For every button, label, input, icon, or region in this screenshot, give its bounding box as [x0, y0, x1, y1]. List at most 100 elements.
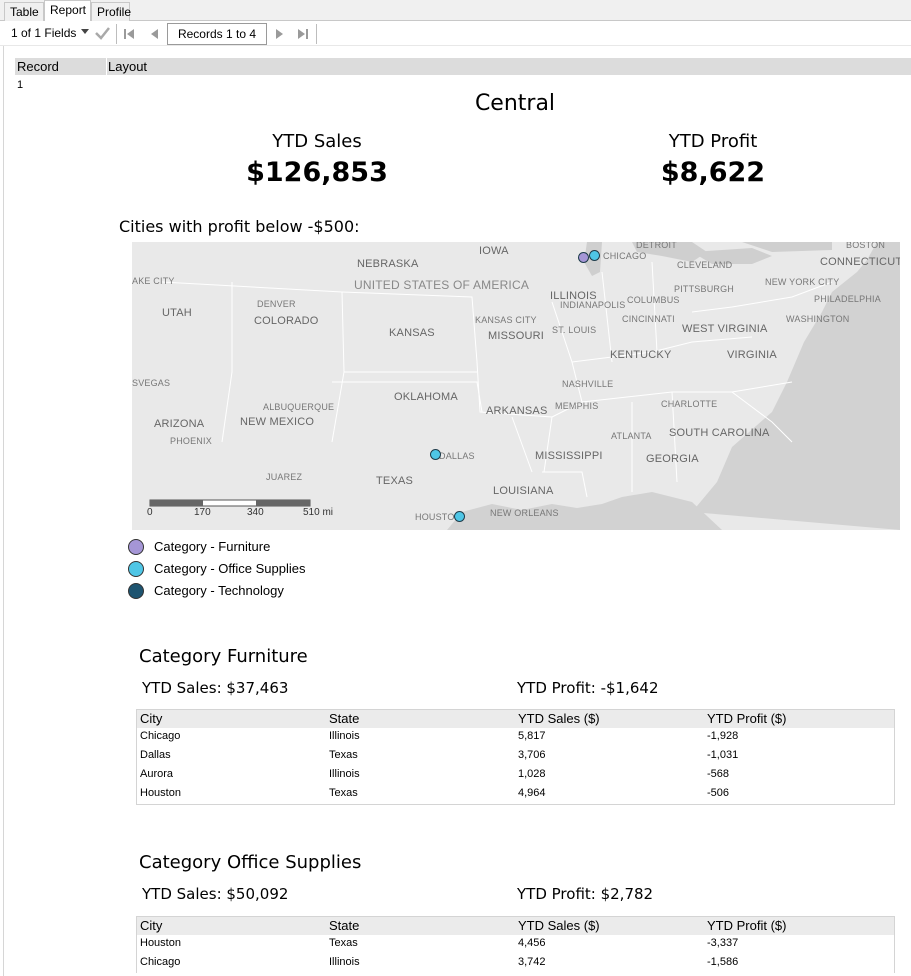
- column-header[interactable]: YTD Sales ($): [518, 711, 600, 726]
- map-city-label: SVEGAS: [132, 378, 171, 388]
- column-header[interactable]: YTD Profit ($): [707, 711, 787, 726]
- table-cell: -1,928: [707, 730, 739, 742]
- first-record-icon[interactable]: [122, 27, 136, 41]
- table-cell: Texas: [329, 787, 358, 799]
- legend-label: Category - Office Supplies: [154, 561, 306, 576]
- table-cell: -1,586: [707, 956, 739, 968]
- table-cell: Chicago: [140, 730, 181, 742]
- table-cell: Illinois: [329, 730, 360, 742]
- records-range: Records 1 to 4: [167, 23, 267, 45]
- table-header: City State YTD Sales ($) YTD Profit ($): [137, 917, 894, 935]
- column-header[interactable]: YTD Profit ($): [707, 918, 787, 933]
- table-cell: Texas: [329, 937, 358, 949]
- record-header: Record Layout: [15, 58, 911, 75]
- map-pin-dallas-office-supplies[interactable]: [430, 449, 441, 460]
- table-cell: Houston: [140, 787, 181, 799]
- map-city-label: CHARLOTTE: [661, 399, 718, 409]
- tab-report[interactable]: Report: [44, 0, 91, 22]
- map-state-label: COLORADO: [254, 315, 319, 327]
- map-city-label: NEW YORK CITY: [765, 277, 840, 287]
- map-country-label: UNITED STATES OF AMERICA: [354, 278, 530, 292]
- scale-tick: 170: [194, 507, 211, 518]
- category-ytd-profit: YTD Profit: -$1,642: [517, 679, 659, 697]
- tab-table[interactable]: Table: [4, 2, 44, 21]
- map-state-label: GEORGIA: [646, 453, 699, 465]
- table-cell: -506: [707, 787, 730, 799]
- legend-swatch: [128, 561, 144, 577]
- map-state-label: ARKANSAS: [486, 405, 548, 417]
- map-state-label: ARIZONA: [154, 418, 205, 430]
- map-city-label: PITTSBURGH: [674, 284, 735, 294]
- table-row: Dallas Texas 3,706 -1,031: [137, 747, 894, 766]
- table-cell: 4,964: [518, 787, 546, 799]
- column-header[interactable]: State: [329, 918, 360, 933]
- chevron-down-icon[interactable]: [81, 29, 89, 34]
- map-state-label: NEBRASKA: [357, 258, 419, 270]
- table-row: Houston Texas 4,964 -506: [137, 785, 894, 804]
- divider: [316, 24, 317, 44]
- table-cell: 3,742: [518, 956, 546, 968]
- map-city-label: JUAREZ: [266, 472, 303, 482]
- toolbar: 1 of 1 Fields Records 1 to 4: [0, 21, 911, 46]
- map-state-label: MISSOURI: [488, 330, 544, 342]
- map-state-label: VIRGINIA: [727, 349, 777, 361]
- map-city-label: ALBUQUERQUE: [263, 402, 335, 412]
- legend-swatch: [128, 583, 144, 599]
- scale-tick: 340: [247, 507, 264, 518]
- divider: [106, 58, 107, 75]
- table-cell: -3,337: [707, 937, 739, 949]
- map-state-label: MISSISSIPPI: [535, 450, 603, 462]
- map-city-label: CLEVELAND: [677, 260, 733, 270]
- table-cell: Houston: [140, 937, 181, 949]
- scale-tick: 0: [147, 507, 153, 518]
- table-row: Aurora Illinois 1,028 -568: [137, 766, 894, 785]
- map-state-label: NEW MEXICO: [240, 416, 315, 428]
- next-record-icon[interactable]: [273, 27, 287, 41]
- map-state-label: UTAH: [162, 307, 192, 319]
- map-state-label: SOUTH CAROLINA: [669, 427, 770, 439]
- map-city-label: INDIANAPOLIS: [560, 300, 626, 310]
- record-number: 1: [17, 79, 24, 91]
- map-pin-chicago-furniture[interactable]: [578, 252, 589, 263]
- column-header[interactable]: City: [140, 711, 163, 726]
- table-cell: 3,706: [518, 749, 546, 761]
- map-city-label: DENVER: [257, 299, 296, 309]
- table-cell: 1,028: [518, 768, 546, 780]
- map-city-label: NEW ORLEANS: [490, 508, 559, 518]
- fields-selector[interactable]: 1 of 1 Fields: [11, 26, 77, 40]
- category-title: Category Furniture: [139, 646, 308, 667]
- column-header[interactable]: YTD Sales ($): [518, 918, 600, 933]
- map-pin-houston-office-supplies[interactable]: [454, 511, 465, 522]
- map-pin-chicago-office-supplies[interactable]: [589, 250, 600, 261]
- table-cell: Chicago: [140, 956, 181, 968]
- check-icon[interactable]: [94, 25, 111, 41]
- table-cell: Aurora: [140, 768, 174, 780]
- tab-bar: Table Report Profile: [0, 0, 911, 22]
- divider: [116, 24, 117, 44]
- map[interactable]: UNITED STATES OF AMERICA NEBRASKA IOWA U…: [132, 242, 900, 530]
- record-column-header: Record: [17, 59, 59, 74]
- table-cell: Texas: [329, 749, 358, 761]
- ytd-profit-value: $8,622: [660, 157, 766, 188]
- map-city-label: COLUMBUS: [627, 295, 680, 305]
- legend-label: Category - Technology: [154, 583, 284, 598]
- table-cell: -1,031: [707, 749, 739, 761]
- tab-profile[interactable]: Profile: [91, 2, 131, 21]
- column-header[interactable]: State: [329, 711, 360, 726]
- map-city-label: ST. LOUIS: [552, 325, 597, 335]
- map-state-label: CONNECTICUT: [820, 256, 900, 268]
- map-state-label: KANSAS: [389, 327, 435, 339]
- map-city-label: HOUSTON: [415, 512, 462, 522]
- map-city-label: ATLANTA: [611, 431, 652, 441]
- map-state-label: ILLINOIS: [550, 290, 597, 302]
- legend-label: Category - Furniture: [154, 539, 271, 554]
- map-state-label: OKLAHOMA: [394, 391, 458, 403]
- ytd-sales-label: YTD Sales: [272, 131, 362, 152]
- last-record-icon[interactable]: [296, 27, 310, 41]
- previous-record-icon[interactable]: [147, 27, 161, 41]
- left-border: [3, 46, 4, 976]
- map-city-label: PHOENIX: [170, 436, 212, 446]
- column-header[interactable]: City: [140, 918, 163, 933]
- map-city-label: AKE CITY: [132, 276, 175, 286]
- map-basemap: [149, 242, 900, 530]
